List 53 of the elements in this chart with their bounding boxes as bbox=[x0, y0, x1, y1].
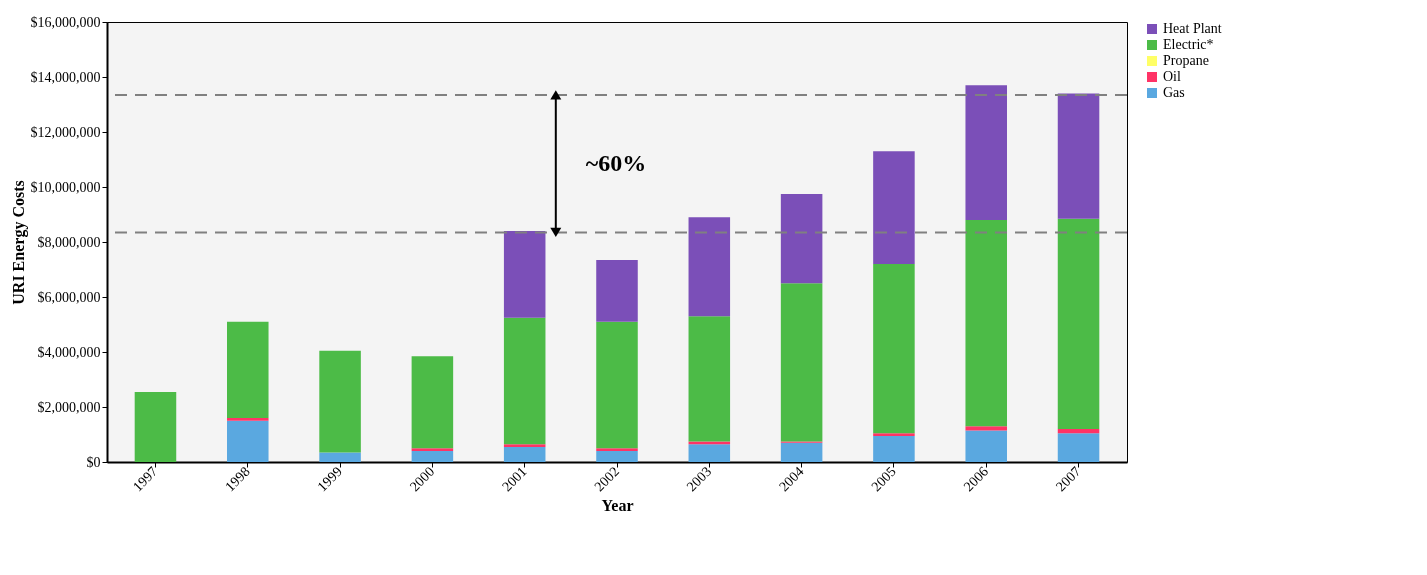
y-tick-label: $14,000,000 bbox=[30, 69, 101, 85]
bar bbox=[965, 426, 1007, 431]
bar bbox=[134, 391, 177, 462]
bar bbox=[873, 435, 915, 462]
y-tick-label: $12,000,000 bbox=[30, 124, 101, 140]
bar bbox=[227, 418, 269, 421]
bar bbox=[411, 448, 454, 451]
bar bbox=[227, 321, 269, 418]
y-tick-label: $6,000,000 bbox=[37, 289, 101, 305]
bar bbox=[688, 444, 731, 462]
bar bbox=[1057, 93, 1100, 219]
bar bbox=[873, 264, 915, 434]
bar bbox=[965, 85, 1007, 220]
y-tick-label: $0 bbox=[86, 454, 101, 470]
bar bbox=[1057, 433, 1100, 462]
bar bbox=[873, 151, 915, 264]
bar bbox=[965, 220, 1007, 427]
bar bbox=[596, 448, 638, 451]
bar bbox=[688, 316, 731, 442]
bar bbox=[688, 217, 731, 317]
y-tick-label: $16,000,000 bbox=[30, 14, 101, 30]
bar bbox=[1057, 218, 1100, 429]
bar bbox=[965, 430, 1007, 462]
y-tick-label: $2,000,000 bbox=[37, 399, 101, 415]
bar bbox=[688, 441, 731, 445]
y-axis-title: URI Energy Costs bbox=[9, 180, 28, 305]
bar bbox=[319, 452, 361, 462]
bar bbox=[503, 231, 546, 318]
bar bbox=[596, 451, 638, 462]
bar bbox=[873, 433, 915, 436]
bar bbox=[411, 451, 454, 462]
bar bbox=[780, 442, 823, 462]
bar bbox=[503, 317, 546, 445]
bar bbox=[227, 420, 269, 462]
bar bbox=[780, 283, 823, 442]
bar bbox=[411, 356, 454, 449]
bar bbox=[319, 350, 361, 453]
legend-label: Electric* bbox=[1163, 37, 1214, 52]
bar bbox=[503, 444, 546, 447]
bar bbox=[1057, 429, 1100, 434]
bar bbox=[596, 321, 638, 449]
legend-label: Oil bbox=[1163, 69, 1181, 84]
x-axis-title: Year bbox=[601, 497, 634, 515]
legend-label: Gas bbox=[1163, 85, 1185, 100]
legend-label: Propane bbox=[1163, 53, 1209, 68]
y-tick-label: $8,000,000 bbox=[37, 234, 101, 250]
bar bbox=[596, 259, 638, 322]
bar bbox=[780, 193, 823, 284]
y-tick-label: $10,000,000 bbox=[30, 179, 101, 195]
bar bbox=[503, 446, 546, 462]
legend-label: Heat Plant bbox=[1163, 21, 1222, 36]
annotation: ~60% bbox=[585, 149, 647, 176]
y-tick-label: $4,000,000 bbox=[37, 344, 101, 360]
